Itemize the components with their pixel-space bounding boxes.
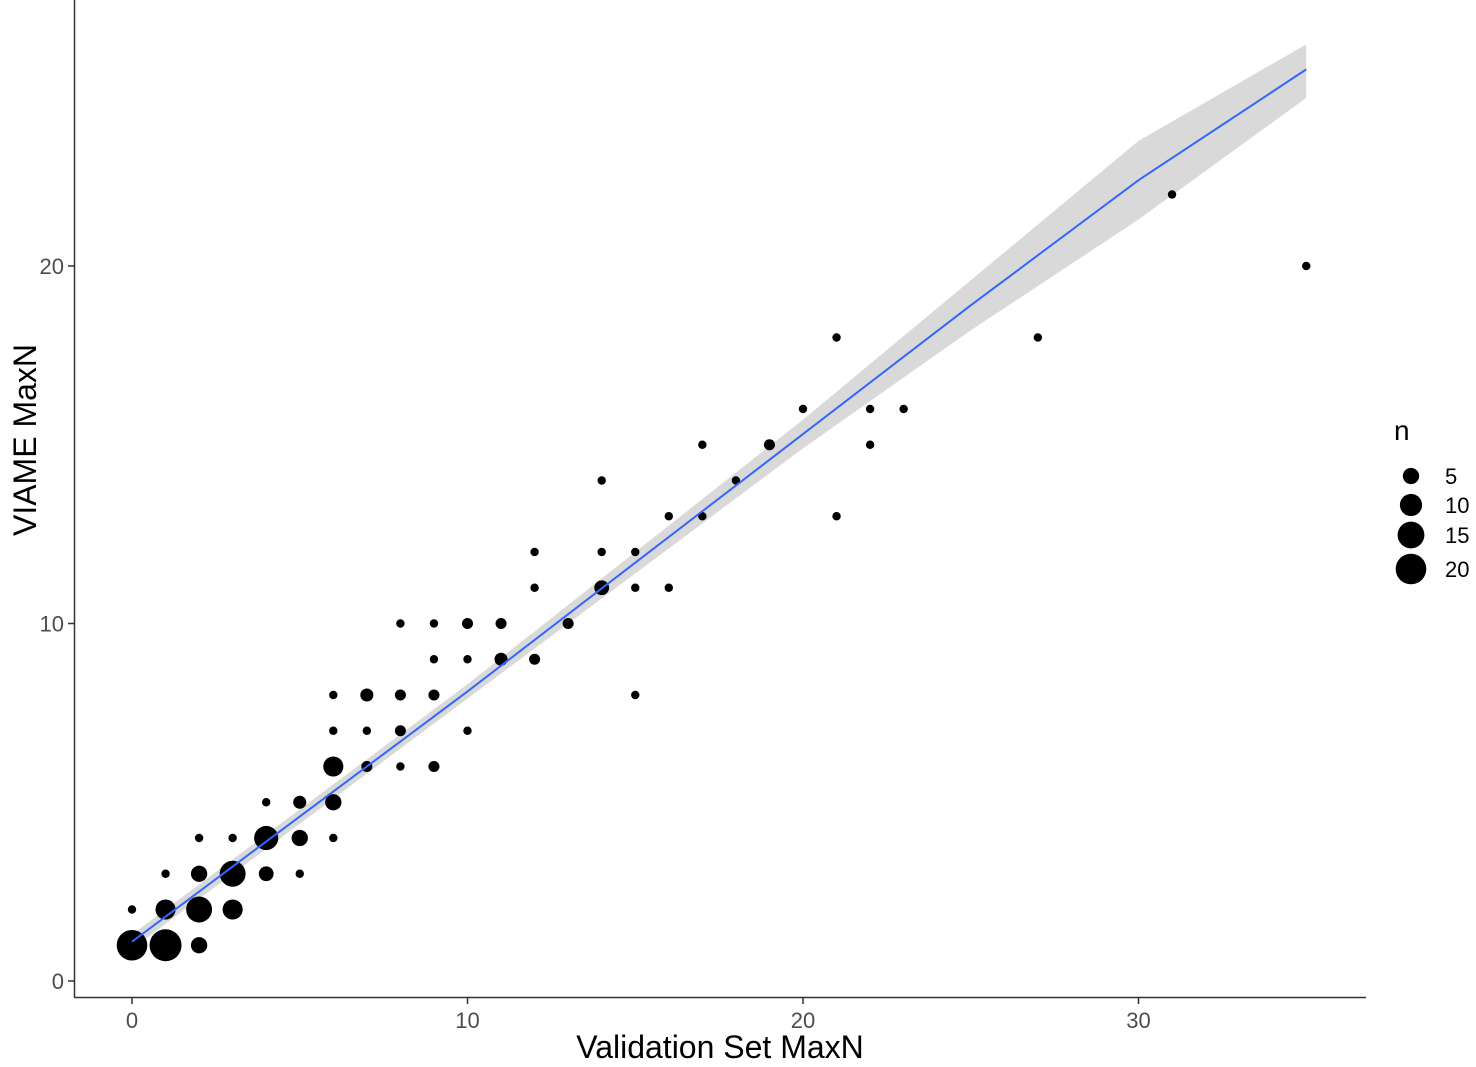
data-point: [394, 689, 406, 701]
data-point: [899, 404, 908, 414]
data-point: [262, 798, 271, 807]
data-point: [832, 512, 841, 521]
data-point: [291, 829, 308, 847]
smooth-trend-line: [131, 68, 1307, 943]
legend-label: 5: [1445, 464, 1457, 489]
y-tick-label: 10: [40, 612, 64, 637]
data-point: [1167, 190, 1177, 199]
data-point: [323, 756, 344, 777]
data-point: [155, 899, 176, 920]
x-tick-label: 10: [455, 1008, 479, 1033]
legend-label: 10: [1445, 493, 1469, 518]
legend-title: n: [1394, 415, 1410, 446]
data-point: [396, 619, 405, 628]
legend-key: [1399, 493, 1423, 517]
ribbon-area: [132, 44, 1307, 949]
data-point: [190, 937, 208, 954]
data-point: [222, 899, 243, 920]
data-point: [865, 404, 875, 414]
data-point: [428, 689, 440, 701]
data-point: [865, 440, 875, 449]
y-tick-label: 20: [40, 254, 64, 279]
data-point: [463, 726, 472, 735]
data-point: [116, 929, 148, 961]
data-point: [360, 688, 374, 702]
data-point: [219, 860, 246, 887]
data-point: [562, 617, 574, 630]
data-point: [190, 865, 208, 882]
legend-entries: 5 10 15 20: [1395, 464, 1469, 585]
data-point: [529, 653, 541, 665]
data-point: [295, 869, 304, 878]
data-point: [228, 833, 237, 843]
data-point: [254, 825, 279, 851]
legend-key: [1395, 553, 1427, 585]
trend-line: [131, 68, 1307, 943]
data-point: [161, 869, 170, 878]
data-point: [329, 833, 338, 843]
data-point: [429, 619, 439, 628]
data-point: [186, 896, 213, 923]
legend-label: 20: [1445, 557, 1469, 582]
data-point: [461, 617, 474, 630]
data-point: [698, 440, 707, 449]
x-tick-label: 20: [791, 1008, 815, 1033]
data-point: [631, 547, 640, 557]
data-point: [664, 583, 673, 592]
data-point: [698, 512, 707, 521]
data-point: [325, 794, 342, 811]
data-point: [494, 652, 508, 666]
data-point: [463, 655, 472, 664]
data-point: [194, 833, 204, 843]
data-point: [832, 333, 841, 342]
data-point: [530, 583, 539, 592]
data-point: [329, 726, 338, 735]
data-point: [798, 404, 808, 414]
data-point: [428, 760, 440, 773]
data-point: [1033, 333, 1043, 342]
size-legend: n 5 10 15 20: [1394, 415, 1469, 585]
data-point: [429, 655, 439, 664]
legend-label: 15: [1445, 523, 1469, 548]
data-point: [362, 726, 372, 735]
data-point: [394, 725, 406, 737]
legend-key: [1402, 467, 1420, 485]
data-point: [597, 476, 606, 485]
data-point: [763, 439, 775, 451]
x-tick-label: 0: [126, 1008, 138, 1033]
y-tick-label: 0: [52, 969, 64, 994]
data-point: [396, 762, 405, 771]
data-point: [731, 476, 741, 485]
data-point: [530, 547, 539, 557]
x-axis-title: Validation Set MaxN: [576, 1029, 864, 1062]
x-axis-ticks: 0 10 20 30: [126, 997, 1151, 1033]
data-point: [597, 547, 606, 557]
data-point: [127, 905, 137, 914]
y-axis-title: VIAME MaxN: [7, 344, 43, 536]
axes: 0 10 20 30 0 10 20: [40, 0, 1366, 1033]
data-point: [664, 512, 673, 521]
data-point: [631, 690, 640, 700]
data-point: [1302, 261, 1311, 271]
data-point: [495, 617, 507, 630]
data-point: [149, 929, 182, 962]
data-points: [116, 190, 1311, 962]
legend-key: [1397, 521, 1425, 549]
data-point: [258, 866, 274, 882]
x-tick-label: 30: [1126, 1008, 1150, 1033]
y-axis-ticks: 0 10 20: [40, 254, 75, 994]
data-point: [293, 795, 307, 809]
data-point: [631, 583, 640, 592]
confidence-ribbon: [132, 44, 1307, 949]
data-point: [329, 690, 338, 700]
